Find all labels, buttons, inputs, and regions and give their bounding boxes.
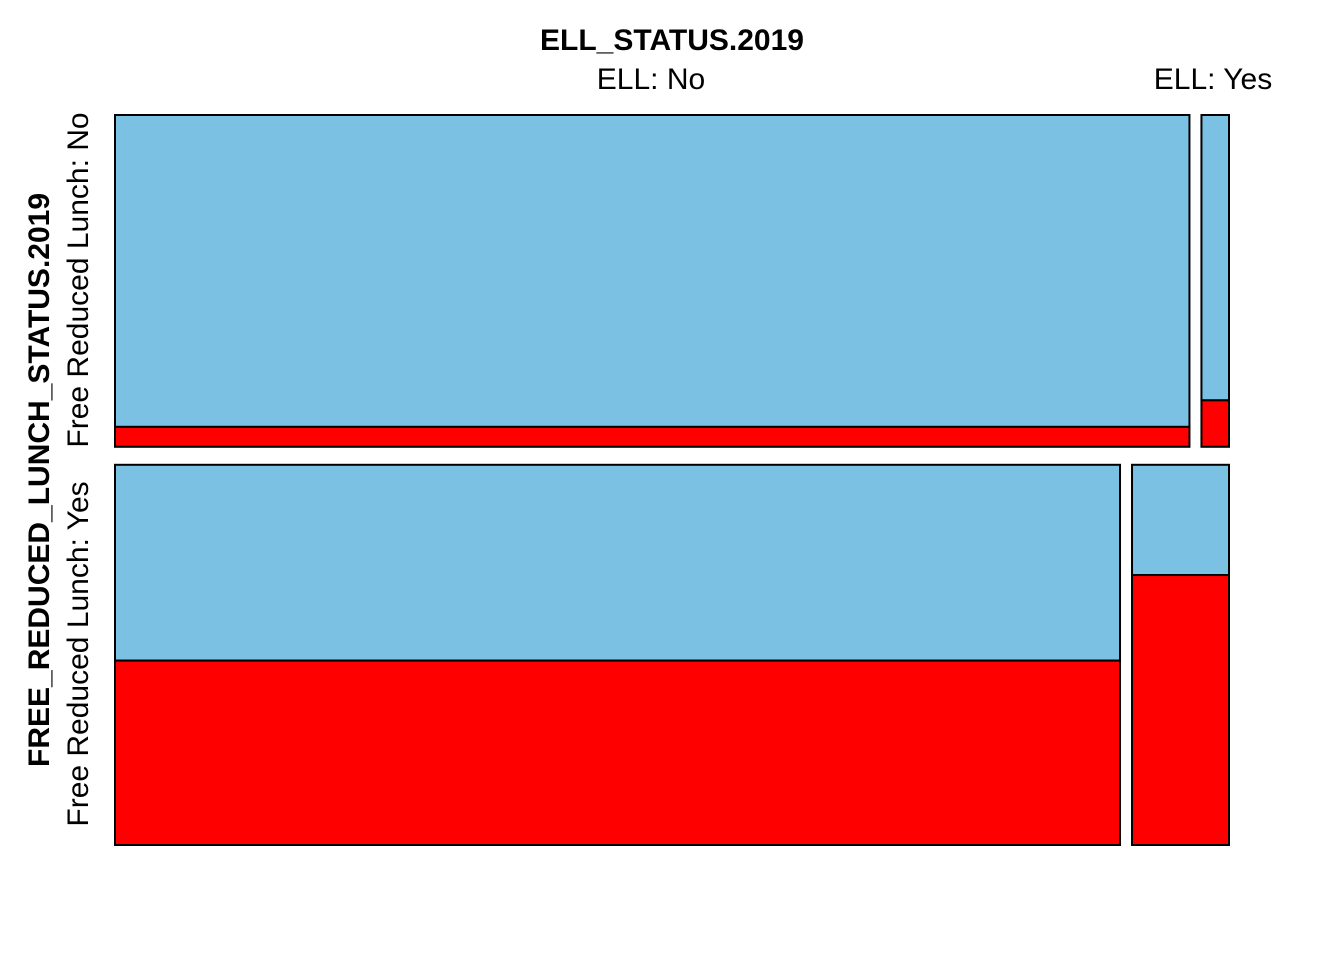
tile-free-reduced-lunch-yes-ell-yes-lower bbox=[1131, 574, 1231, 846]
tile-free-reduced-lunch-no-ell-yes-lower bbox=[1200, 399, 1230, 448]
mosaic-tiles bbox=[114, 114, 1231, 846]
tile-free-reduced-lunch-no-ell-no-upper bbox=[114, 114, 1191, 428]
column-label-ell-no: ELL: No bbox=[597, 63, 705, 96]
tile-free-reduced-lunch-yes-ell-yes-upper bbox=[1131, 463, 1231, 577]
row-label-lunch-yes: Free Reduced Lunch: Yes bbox=[62, 481, 95, 826]
tile-free-reduced-lunch-no-ell-yes-upper bbox=[1200, 114, 1230, 402]
y-axis-title: FREE_REDUCED_LUNCH_STATUS.2019 bbox=[23, 193, 56, 767]
tile-free-reduced-lunch-no-ell-no-lower bbox=[114, 425, 1191, 448]
tile-free-reduced-lunch-yes-ell-no-lower bbox=[114, 659, 1122, 846]
chart-title: ELL_STATUS.2019 bbox=[540, 24, 804, 57]
row-label-lunch-no: Free Reduced Lunch: No bbox=[62, 112, 95, 447]
tile-free-reduced-lunch-yes-ell-no-upper bbox=[114, 463, 1122, 662]
column-label-ell-yes: ELL: Yes bbox=[1154, 63, 1272, 96]
